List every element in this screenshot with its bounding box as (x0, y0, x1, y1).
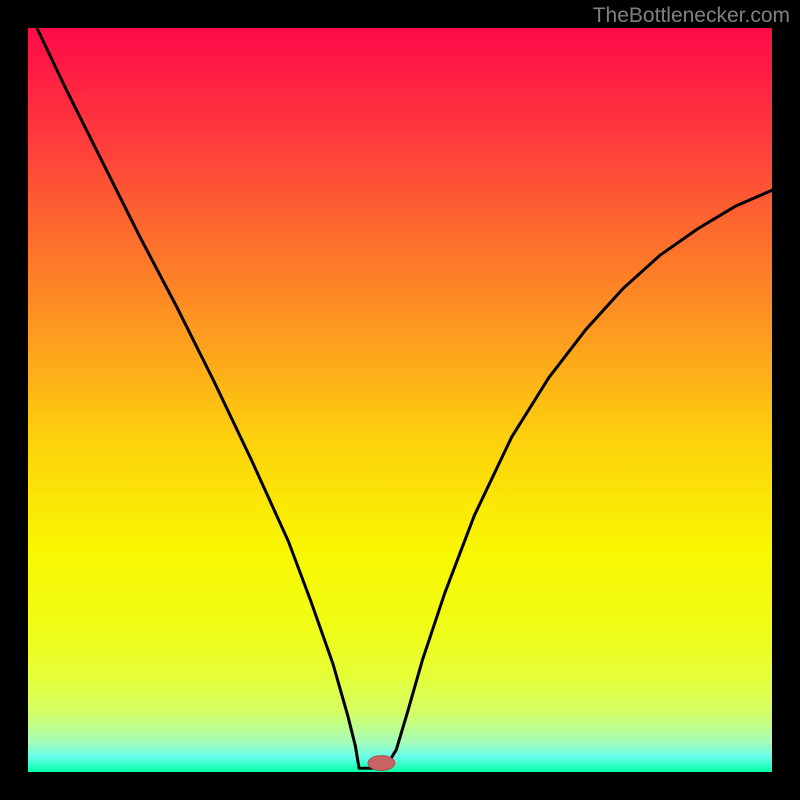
optimal-point-marker (368, 756, 395, 771)
chart-container: TheBottlenecker.com (0, 0, 800, 800)
watermark-text: TheBottlenecker.com (593, 4, 790, 28)
plot-area (28, 28, 772, 772)
plot-svg (28, 28, 772, 772)
gradient-background (28, 28, 772, 772)
